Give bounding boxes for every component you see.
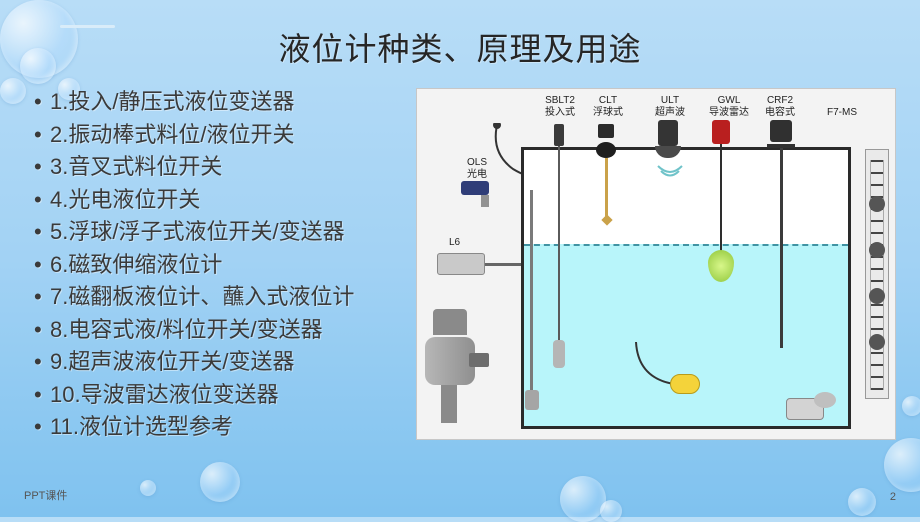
list-item: •10.导波雷达液位变送器 xyxy=(34,379,354,412)
bubble-decoration xyxy=(140,480,156,496)
bubble-decoration xyxy=(600,500,622,522)
list-item: •4.光电液位开关 xyxy=(34,184,354,217)
bubble-decoration xyxy=(848,488,876,516)
valve-sensor-icon xyxy=(433,309,475,423)
label-f7ms: F7-MS xyxy=(827,107,857,119)
list-item: •9.超声波液位开关/变送器 xyxy=(34,346,354,379)
sensor-diagram: SBLT2投入式 CLT浮球式 ULT超声波 GWL导波雷达 CRF2电容式 F… xyxy=(416,88,896,440)
list-item: •1.投入/静压式液位变送器 xyxy=(34,86,354,119)
f7ms-gauge-icon xyxy=(865,149,889,399)
label-sblt2: SBLT2投入式 xyxy=(545,95,575,118)
float-switch-icon xyxy=(634,340,704,405)
page-title: 液位计种类、原理及用途 xyxy=(0,24,920,70)
label-crf2: CRF2电容式 xyxy=(765,95,795,118)
label-l6: L6 xyxy=(449,237,460,249)
label-clt: CLT浮球式 xyxy=(593,95,623,118)
sblt2-probe-icon xyxy=(554,124,564,146)
gwl-probe-icon xyxy=(712,120,730,144)
tank xyxy=(521,147,851,429)
list-item: •6.磁致伸缩液位计 xyxy=(34,249,354,282)
ols-sensor-icon xyxy=(461,181,489,207)
label-gwl: GWL导波雷达 xyxy=(709,95,749,118)
l6-sensor-icon xyxy=(437,253,521,266)
label-ols: OLS光电 xyxy=(467,157,487,180)
footer-left: PPT课件 xyxy=(24,487,67,503)
water-line xyxy=(524,244,848,246)
crf2-probe-icon xyxy=(770,120,795,148)
bubble-decoration xyxy=(200,462,240,502)
list-item: •7.磁翻板液位计、蘸入式液位计 xyxy=(34,281,354,314)
footer-right: 2 xyxy=(890,491,896,503)
ult-probe-icon xyxy=(658,120,681,158)
bubble-decoration xyxy=(0,78,26,104)
clt-probe-icon xyxy=(598,124,616,158)
bubble-decoration xyxy=(884,438,920,492)
list-item: •3.音叉式料位开关 xyxy=(34,151,354,184)
label-ult: ULT超声波 xyxy=(655,95,685,118)
float-box-icon xyxy=(786,398,836,408)
list-item: •2.振动棒式料位/液位开关 xyxy=(34,119,354,152)
bubble-decoration xyxy=(560,476,606,522)
list-item: •11.液位计选型参考 xyxy=(34,411,354,444)
list-item: •5.浮球/浮子式液位开关/变送器 xyxy=(34,216,354,249)
bubble-decoration xyxy=(902,396,920,416)
list-item: •8.电容式液/料位开关/变送器 xyxy=(34,314,354,347)
content-list: •1.投入/静压式液位变送器•2.振动棒式料位/液位开关•3.音叉式料位开关•4… xyxy=(34,86,354,444)
